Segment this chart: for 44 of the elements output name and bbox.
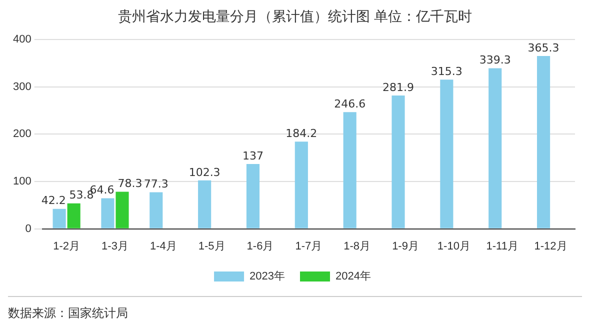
y-tick-label: 400 [12, 34, 32, 46]
bar [440, 80, 454, 228]
bar [116, 192, 129, 228]
data-label: 42.2 [41, 194, 66, 208]
data-label: 137 [242, 149, 264, 162]
x-tick-label: 1-11月 [486, 240, 518, 252]
data-label: 246.6 [334, 98, 366, 111]
bar [343, 112, 356, 228]
bar [67, 203, 80, 228]
data-label: 102.3 [188, 166, 220, 179]
bar [536, 56, 550, 228]
source-note: 数据来源：国家统计局 [8, 296, 582, 322]
data-label: 78.3 [118, 177, 142, 190]
x-tick-label: 1-12月 [534, 240, 568, 252]
data-label: 281.9 [382, 80, 414, 94]
x-tick-label: 1-10月 [437, 240, 470, 252]
x-tick-label: 1-7月 [295, 240, 322, 252]
y-tick-label: 300 [12, 80, 32, 93]
data-label: 184.2 [286, 127, 318, 140]
bar [150, 192, 163, 228]
bar [52, 208, 66, 228]
y-tick-label: 100 [12, 176, 32, 188]
y-tick-label: 200 [12, 128, 32, 140]
legend-label: 2024年 [336, 270, 371, 283]
x-tick-label: 1-8月 [344, 240, 371, 252]
bar [101, 198, 114, 228]
y-tick-label: 0 [25, 222, 32, 235]
x-tick-label: 1-2月 [53, 240, 80, 252]
data-label: 339.3 [479, 54, 511, 67]
bar [294, 142, 308, 228]
x-tick-label: 1-6月 [246, 240, 274, 252]
data-label: 77.3 [144, 178, 168, 191]
x-tick-label: 1-4月 [150, 240, 177, 252]
x-tick-label: 1-9月 [392, 240, 419, 252]
legend-label: 2023年 [250, 270, 286, 283]
bar [198, 180, 212, 228]
bar [392, 95, 405, 228]
x-tick-label: 1-5月 [198, 240, 226, 252]
data-label: 315.3 [430, 65, 462, 78]
x-tick-label: 1-3月 [102, 240, 128, 252]
chart-title: 贵州省水力发电量分月（累计值）统计图 单位：亿千瓦时 [116, 8, 474, 26]
data-label: 365.3 [528, 41, 560, 54]
bar [488, 68, 502, 228]
bar [246, 164, 260, 228]
